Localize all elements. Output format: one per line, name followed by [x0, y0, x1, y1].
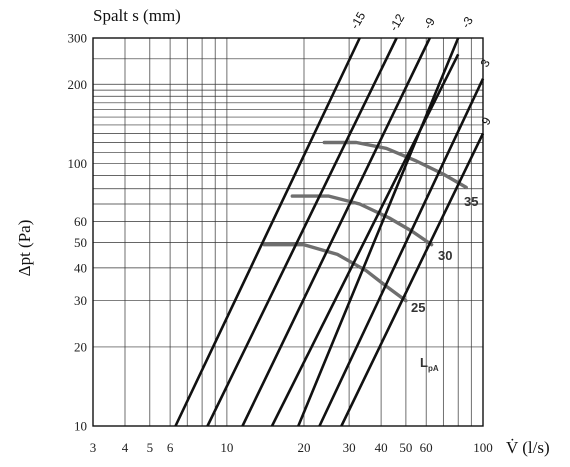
sound-curve-30 — [290, 194, 434, 247]
x-tick-label: 100 — [473, 440, 493, 455]
gap-label: -3 — [458, 14, 476, 31]
annotations: -15 -12 -9 -3 3 9 35 30 25 LpA — [347, 9, 494, 373]
x-axis-title: V̇ (l/s) — [506, 438, 550, 457]
y-tick-label: 10 — [74, 419, 87, 434]
gap-label: -9 — [420, 15, 438, 32]
sound-curve-25 — [262, 243, 408, 303]
gap-label: 3 — [477, 56, 493, 69]
sound-power-curves — [262, 140, 468, 303]
gap-label: 9 — [478, 114, 494, 127]
gap-line--3 — [297, 37, 460, 427]
y-tick-label: 50 — [74, 235, 87, 250]
y-tick-label: 100 — [68, 156, 88, 171]
x-tick-label: 40 — [375, 440, 388, 455]
y-tick-label: 60 — [74, 214, 87, 229]
gap-line--9 — [241, 37, 431, 427]
gap-label: -12 — [386, 11, 407, 33]
x-tick-label: 6 — [167, 440, 174, 455]
gap-line-3 — [318, 78, 485, 427]
x-tick-label: 4 — [122, 440, 129, 455]
sound-level-symbol: LpA — [420, 355, 439, 373]
sound-level-label: 25 — [411, 300, 425, 315]
gap-line-9 — [340, 132, 485, 427]
y-tick-label: 200 — [68, 77, 88, 92]
x-tick-label: 50 — [399, 440, 412, 455]
x-tick-label: 5 — [147, 440, 154, 455]
x-tick-label: 20 — [297, 440, 310, 455]
plot-frame — [92, 37, 484, 427]
gap-line--12 — [206, 37, 398, 427]
y-tick-label: 20 — [74, 339, 87, 354]
sound-level-label: 30 — [438, 248, 452, 263]
y-tick-label: 300 — [68, 31, 88, 46]
x-tick-label: 10 — [220, 440, 233, 455]
gap-line--15 — [174, 37, 361, 427]
y-tick-label: 30 — [74, 293, 87, 308]
gap-lines — [174, 37, 485, 427]
x-tick-label: 3 — [90, 440, 97, 455]
x-tick-label: 60 — [420, 440, 433, 455]
y-tick-label: 40 — [74, 260, 87, 275]
chart-title: Spalt s (mm) — [93, 6, 181, 25]
sound-curve-35 — [322, 140, 468, 190]
y-axis-title: Δpt (Pa) — [15, 220, 34, 277]
x-tick-label: 30 — [343, 440, 356, 455]
sound-level-label: 35 — [464, 194, 478, 209]
axis-ticks: 3 4 5 6 10 20 30 40 50 60 100 10 20 30 40 50 60 100 200 300 — [68, 31, 493, 456]
gap-label: -15 — [347, 9, 368, 31]
